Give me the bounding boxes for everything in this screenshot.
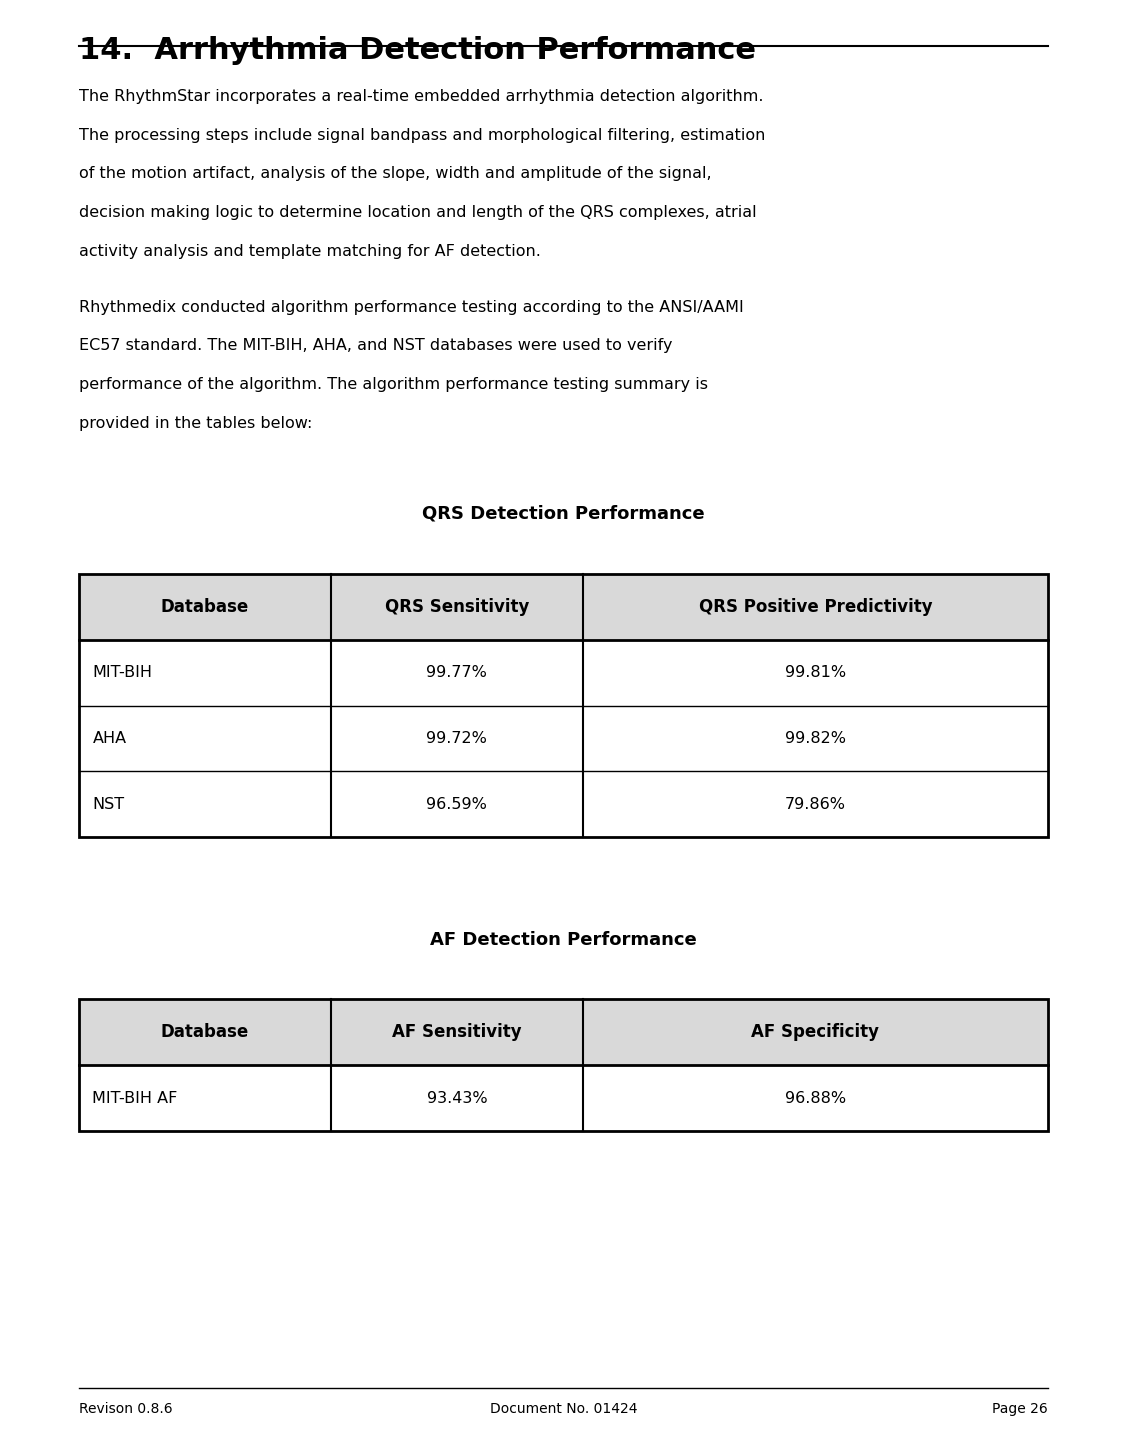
Text: The processing steps include signal bandpass and morphological filtering, estima: The processing steps include signal band… — [79, 128, 765, 142]
Text: provided in the tables below:: provided in the tables below: — [79, 416, 312, 430]
Text: NST: NST — [92, 797, 125, 812]
Text: AHA: AHA — [92, 731, 126, 746]
Bar — [79, 999, 1048, 1065]
Text: 99.82%: 99.82% — [786, 731, 846, 746]
Text: AF Detection Performance: AF Detection Performance — [431, 931, 696, 949]
Text: QRS Sensitivity: QRS Sensitivity — [384, 598, 529, 615]
Bar — [79, 999, 1048, 1131]
Text: Document No. 01424: Document No. 01424 — [490, 1402, 637, 1417]
Text: 14.  Arrhythmia Detection Performance: 14. Arrhythmia Detection Performance — [79, 36, 756, 65]
Text: 79.86%: 79.86% — [786, 797, 846, 812]
Text: 99.77%: 99.77% — [426, 665, 487, 680]
Text: AF Sensitivity: AF Sensitivity — [392, 1024, 522, 1041]
Text: 99.72%: 99.72% — [426, 731, 487, 746]
Text: of the motion artifact, analysis of the slope, width and amplitude of the signal: of the motion artifact, analysis of the … — [79, 166, 711, 181]
Text: MIT-BIH AF: MIT-BIH AF — [92, 1091, 178, 1106]
Text: The RhythmStar incorporates a real-time embedded arrhythmia detection algorithm.: The RhythmStar incorporates a real-time … — [79, 89, 763, 103]
Text: Database: Database — [161, 598, 249, 615]
Text: decision making logic to determine location and length of the QRS complexes, atr: decision making logic to determine locat… — [79, 205, 756, 219]
Text: activity analysis and template matching for AF detection.: activity analysis and template matching … — [79, 244, 541, 258]
Text: Rhythmedix conducted algorithm performance testing according to the ANSI/AAMI: Rhythmedix conducted algorithm performan… — [79, 300, 744, 314]
Text: QRS Positive Predictivity: QRS Positive Predictivity — [699, 598, 932, 615]
Text: MIT-BIH: MIT-BIH — [92, 665, 152, 680]
Text: 93.43%: 93.43% — [427, 1091, 487, 1106]
Text: Database: Database — [161, 1024, 249, 1041]
Bar — [79, 574, 1048, 837]
Text: Page 26: Page 26 — [993, 1402, 1048, 1417]
Bar — [79, 574, 1048, 640]
Text: 99.81%: 99.81% — [784, 665, 846, 680]
Text: 96.88%: 96.88% — [784, 1091, 846, 1106]
Text: QRS Detection Performance: QRS Detection Performance — [423, 505, 704, 523]
Text: EC57 standard. The MIT-BIH, AHA, and NST databases were used to verify: EC57 standard. The MIT-BIH, AHA, and NST… — [79, 338, 673, 353]
Text: 96.59%: 96.59% — [426, 797, 487, 812]
Text: performance of the algorithm. The algorithm performance testing summary is: performance of the algorithm. The algori… — [79, 377, 708, 391]
Text: AF Specificity: AF Specificity — [752, 1024, 879, 1041]
Text: Revison 0.8.6: Revison 0.8.6 — [79, 1402, 172, 1417]
